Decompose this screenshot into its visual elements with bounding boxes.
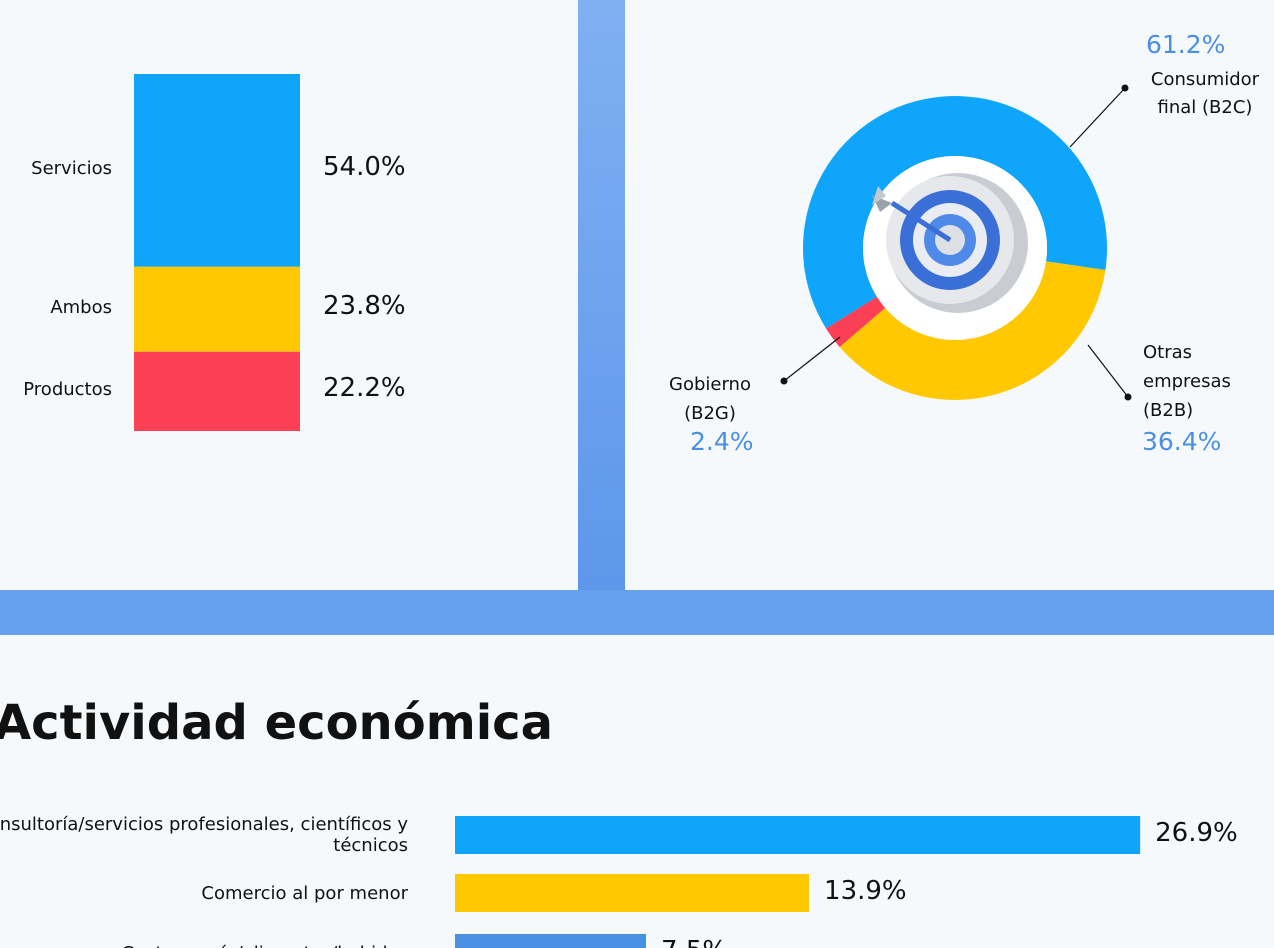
leader-dot	[1122, 85, 1129, 92]
bar-segment	[134, 267, 300, 352]
slice-value: 2.4%	[690, 427, 754, 456]
category-label: Consultoría/servicios profesionales, cie…	[0, 812, 408, 858]
value-label: 13.9%	[824, 876, 907, 906]
canvas	[0, 0, 1274, 948]
segment-label: Ambos	[50, 297, 112, 318]
bar	[455, 874, 809, 912]
value-label: 22.2%	[323, 373, 406, 403]
segment-label: Servicios	[31, 158, 112, 179]
slice-value: 36.4%	[1142, 427, 1221, 456]
category-label: Gastronomía/alimentos/bebidas	[0, 930, 408, 948]
section-title: Actividad económica	[0, 695, 553, 751]
bar	[455, 934, 646, 948]
slice-label: Otras empresas (B2B)	[1143, 338, 1268, 425]
target-icon	[863, 156, 1047, 340]
leader-dot	[781, 378, 788, 385]
connector-horizontal	[0, 590, 1274, 635]
bar	[455, 816, 1140, 854]
value-label: 54.0%	[323, 152, 406, 182]
value-label: 26.9%	[1155, 818, 1238, 848]
slice-value: 61.2%	[1146, 30, 1225, 59]
leader-dot	[1125, 394, 1132, 401]
segment-label: Productos	[23, 379, 112, 400]
slice-label: Gobierno (B2G)	[645, 370, 775, 428]
connector-vertical	[578, 0, 625, 635]
slice-label: Consumidor final (B2C)	[1140, 66, 1270, 122]
infographic: Servicios 54.0% Ambos 23.8% Productos 22.2% Co…	[0, 0, 1274, 948]
category-label: Comercio al por menor	[0, 870, 408, 916]
bar-segment	[134, 74, 300, 267]
value-label: 7.5%	[661, 936, 727, 948]
value-label: 23.8%	[323, 291, 406, 321]
bar-segment	[134, 352, 300, 431]
